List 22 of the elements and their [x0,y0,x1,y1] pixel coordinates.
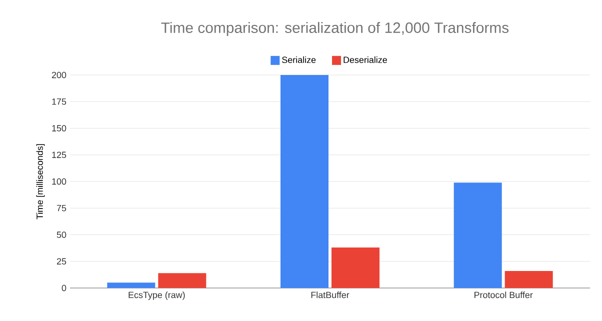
y-tick-label: 150 [52,125,66,132]
legend-label: Deserialize [344,56,387,64]
y-tick-label: 125 [52,152,66,158]
y-tick-label: 175 [52,98,66,105]
y-tick-label: 0 [62,284,66,292]
x-tick-label: Protocol Buffer [474,292,533,298]
y-tick-label: 75 [56,204,66,212]
chart-title: Time comparison: serialization of 12,000 Transforms [161,22,509,36]
y-tick-label: 100 [52,178,66,185]
bar [280,75,328,288]
bar [332,248,380,288]
y-tick-label: 200 [52,72,66,78]
y-tick-label: 50 [56,232,66,238]
x-tick-label: FlatBuffer [311,292,350,298]
x-tick-label: EcsType (raw) [128,292,185,300]
bar [107,282,156,288]
y-axis-title: Time [milliseconds] [36,144,45,220]
bar [454,182,502,288]
bar [158,273,206,288]
y-tick-label: 25 [56,258,66,265]
legend-label: Serialize [282,56,316,64]
bar [504,270,553,288]
